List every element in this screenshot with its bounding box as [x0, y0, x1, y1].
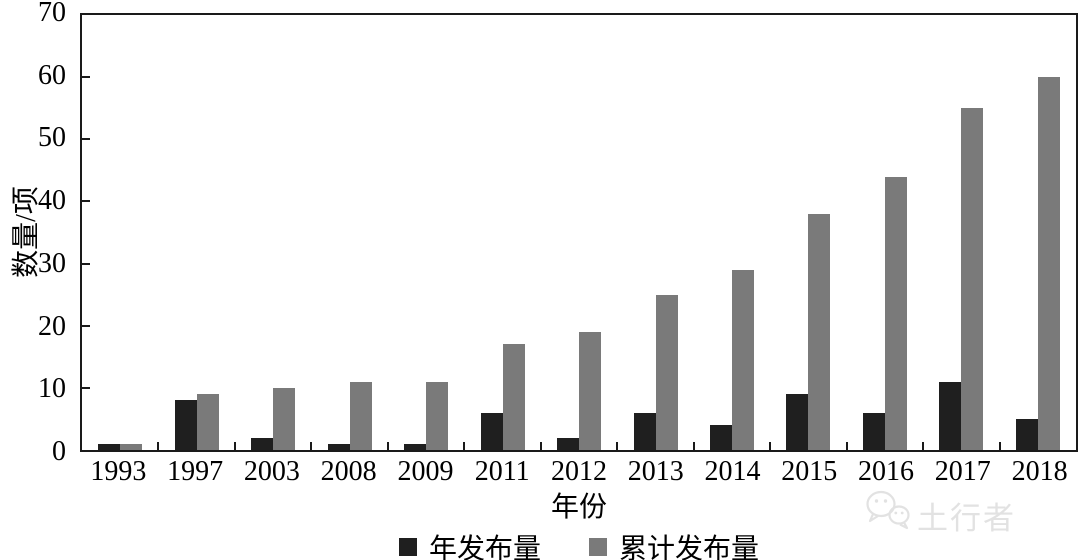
y-axis-tick-labels: 0 10 20 30 40 50 60 70	[0, 0, 66, 467]
x-axis-title: 年份	[550, 492, 607, 523]
bar-2015-series-0	[786, 394, 809, 450]
bar-group-2003	[235, 15, 311, 450]
bar-group-2017	[923, 15, 999, 450]
bar-2009-series-1	[426, 381, 449, 450]
bar-2012-series-1	[579, 331, 602, 450]
bar-group-2014	[694, 15, 770, 450]
y-tick-mark	[82, 138, 90, 141]
x-tick-label-2014: 2014	[704, 456, 761, 487]
bar-group-2012	[541, 15, 617, 450]
bar-group-2015	[770, 15, 846, 450]
y-tick-label-0: 0	[52, 436, 66, 467]
y-tick-label-10: 10	[38, 373, 66, 405]
plot-area	[80, 13, 1078, 452]
watermark: 土行者	[861, 487, 1016, 543]
y-tick-mark	[82, 262, 90, 265]
x-tick-label-2009: 2009	[397, 456, 454, 487]
legend-label-cumulative: 累计发布量	[619, 534, 760, 560]
bar-2017-series-1	[961, 108, 984, 450]
bar-2017-series-0	[939, 381, 962, 450]
bar-2016-series-1	[884, 176, 907, 450]
wechat-icon	[861, 487, 915, 543]
bar-2015-series-1	[808, 213, 831, 450]
x-tick-mark	[692, 442, 695, 450]
x-tick-mark	[310, 442, 313, 450]
bar-groups	[82, 15, 1076, 450]
bar-2013-series-1	[655, 294, 678, 450]
x-tick-label-1997: 1997	[167, 456, 224, 487]
x-tick-mark	[769, 442, 772, 450]
bar-1997-series-1	[196, 394, 219, 450]
x-tick-mark	[157, 442, 160, 450]
watermark-text: 土行者	[917, 500, 1016, 536]
bar-group-2009	[388, 15, 464, 450]
bar-2018-series-1	[1037, 77, 1060, 450]
x-tick-mark	[922, 442, 925, 450]
x-tick-label-2011: 2011	[474, 456, 530, 487]
y-tick-label-60: 60	[38, 59, 66, 91]
y-tick-label-40: 40	[38, 185, 66, 217]
y-tick-label-20: 20	[38, 310, 66, 342]
legend-swatch-annual	[398, 538, 417, 556]
x-tick-label-2017: 2017	[934, 456, 991, 487]
x-tick-mark	[616, 442, 619, 450]
bar-1997-series-0	[174, 400, 197, 450]
x-tick-mark	[233, 442, 236, 450]
bar-2012-series-0	[557, 437, 580, 450]
bar-group-1993	[82, 15, 158, 450]
bar-2013-series-0	[633, 412, 656, 450]
legend-item-cumulative: 累计发布量	[589, 527, 759, 560]
bar-group-1997	[158, 15, 234, 450]
x-tick-label-2012: 2012	[550, 456, 607, 487]
bar-1993-series-1	[120, 443, 143, 450]
x-tick-label-2015: 2015	[781, 456, 838, 487]
x-tick-label-2018: 2018	[1011, 456, 1068, 487]
x-tick-label-2016: 2016	[858, 456, 915, 487]
y-tick-mark	[82, 386, 90, 389]
legend: 年发布量 累计发布量	[80, 527, 1078, 560]
y-tick-label-50: 50	[38, 122, 66, 154]
x-tick-label-2008: 2008	[320, 456, 377, 487]
x-tick-label-2013: 2013	[627, 456, 684, 487]
bar-2018-series-0	[1015, 418, 1038, 450]
bar-group-2008	[311, 15, 387, 450]
bar-2003-series-1	[273, 387, 296, 450]
x-tick-label-1993: 1993	[90, 456, 147, 487]
legend-label-annual: 年发布量	[428, 534, 541, 560]
bar-2008-series-0	[327, 443, 350, 450]
bar-2009-series-0	[404, 443, 427, 450]
bar-2008-series-1	[349, 381, 372, 450]
bar-2014-series-1	[731, 269, 754, 450]
y-tick-label-30: 30	[38, 247, 66, 279]
bar-2011-series-1	[502, 344, 525, 450]
legend-swatch-cumulative	[589, 538, 607, 556]
x-tick-mark	[998, 442, 1001, 450]
x-tick-mark	[539, 442, 542, 450]
bar-2014-series-0	[709, 425, 732, 450]
bar-1993-series-0	[98, 443, 121, 450]
x-tick-mark	[463, 442, 466, 450]
x-tick-label-2003: 2003	[243, 456, 300, 487]
bar-group-2011	[464, 15, 540, 450]
bar-group-2016	[847, 15, 923, 450]
bar-2003-series-0	[251, 437, 274, 450]
bar-group-2013	[617, 15, 693, 450]
x-axis-tick-labels: 1993 1997 2003 2008 2009 2011 2012 2013 2014 2015…	[80, 457, 1078, 487]
x-tick-mark	[386, 442, 389, 450]
y-tick-mark	[82, 324, 90, 327]
x-tick-mark	[845, 442, 848, 450]
y-tick-mark	[82, 76, 90, 79]
y-tick-mark	[82, 200, 90, 203]
legend-item-annual: 年发布量	[398, 527, 541, 560]
bar-group-2018	[1000, 15, 1076, 450]
bar-2016-series-0	[862, 412, 885, 450]
y-tick-label-70: 70	[38, 0, 66, 28]
bar-2011-series-0	[480, 412, 503, 450]
